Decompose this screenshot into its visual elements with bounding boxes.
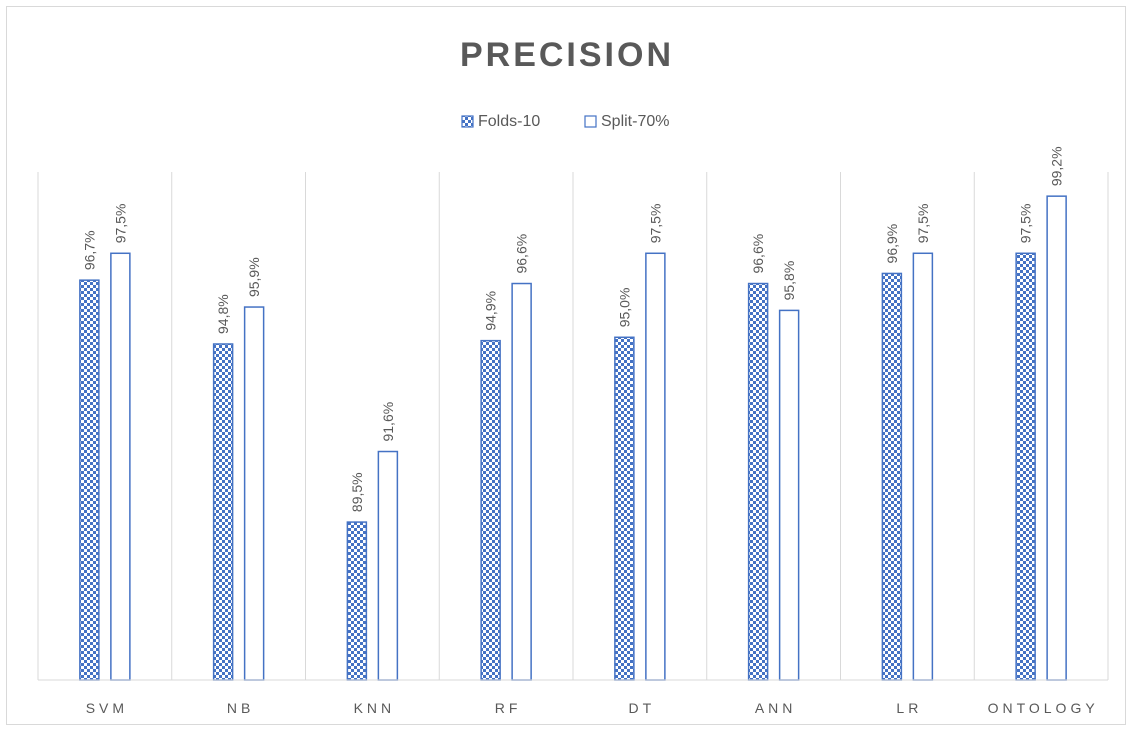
x-tick-knn: KNN (354, 700, 396, 716)
bar-nb-folds-10 (212, 343, 234, 681)
x-tick-ontology: ONTOLOGY (988, 700, 1099, 716)
x-tick-dt: DT (629, 700, 656, 716)
legend-swatch-2 (584, 115, 597, 128)
legend-label-1: Folds-10 (478, 113, 540, 130)
data-label-lr-split-70: 97,5% (915, 204, 931, 244)
data-label-ontology-split-70: 99,2% (1049, 146, 1065, 186)
x-tick-ann: ANN (755, 700, 797, 716)
data-label-dt-folds-10: 95,0% (616, 288, 632, 328)
bar-ontology-split-70 (1046, 195, 1067, 681)
data-label-rf-folds-10: 94,9% (483, 291, 499, 331)
bar-svm-folds-10 (79, 279, 100, 681)
data-label-knn-folds-10: 89,5% (349, 472, 365, 512)
legend-swatch-1 (461, 115, 474, 128)
data-label-dt-split-70: 97,5% (647, 204, 663, 244)
bar-nb-split-70 (243, 306, 265, 681)
data-labels: 96,7% 97,5% 94,8% 95,9% 89,5% 91,6% 94,9% 96,6%… (81, 146, 1064, 512)
bars (79, 195, 1067, 681)
bar-ann-split-70 (778, 309, 800, 681)
data-label-rf-split-70: 96,6% (514, 234, 530, 274)
x-axis-tick-labels: SVM NB KNN RF DT ANN LR ONTOLOGY (86, 700, 1099, 716)
x-tick-svm: SVM (86, 700, 128, 716)
bar-rf-split-70 (511, 282, 532, 681)
legend: Folds-10 Split-70% (461, 113, 669, 130)
data-label-svm-folds-10: 96,7% (81, 230, 97, 270)
bar-dt-folds-10 (614, 336, 635, 681)
category-separators (37, 172, 1109, 680)
bar-rf-folds-10 (480, 339, 501, 681)
bar-ontology-folds-10 (1015, 252, 1036, 681)
x-tick-nb: NB (227, 700, 254, 716)
data-label-ontology-folds-10: 97,5% (1018, 204, 1034, 244)
bar-ann-folds-10 (747, 282, 769, 681)
chart-title: PRECISION (460, 36, 674, 74)
chart-area (6, 6, 1126, 725)
bar-lr-folds-10 (881, 272, 903, 681)
data-label-ann-folds-10: 96,6% (750, 234, 766, 274)
x-tick-lr: LR (896, 700, 922, 716)
data-label-svm-split-70: 97,5% (112, 204, 128, 244)
bar-lr-split-70 (912, 252, 934, 681)
data-label-lr-folds-10: 96,9% (884, 224, 900, 264)
bar-knn-folds-10 (346, 521, 368, 681)
bar-dt-split-70 (645, 252, 666, 681)
legend-label-2: Split-70% (601, 113, 669, 130)
data-label-nb-split-70: 95,9% (246, 257, 262, 297)
data-label-nb-folds-10: 94,8% (215, 294, 231, 334)
bar-svm-split-70 (110, 252, 131, 681)
data-label-ann-split-70: 95,8% (781, 261, 797, 301)
bar-knn-split-70 (377, 450, 399, 681)
data-label-knn-split-70: 91,6% (380, 402, 396, 442)
x-tick-rf: RF (495, 700, 522, 716)
